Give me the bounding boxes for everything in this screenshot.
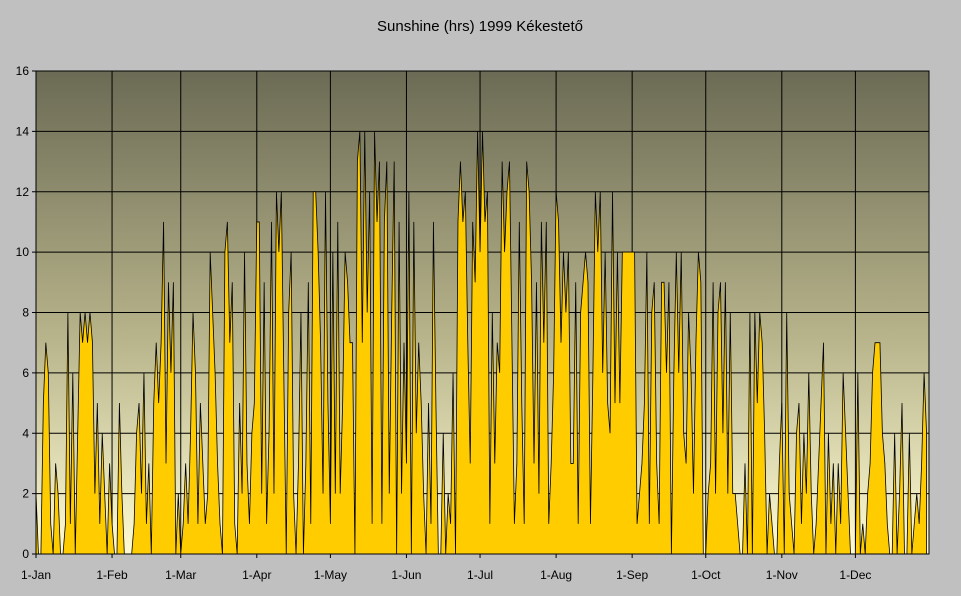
- y-axis: 0 2 4 6 8 10 12 14 16: [16, 64, 36, 561]
- y-tick-label: 8: [22, 306, 29, 320]
- y-tick-label: 12: [16, 185, 30, 199]
- x-tick-label: 1-Apr: [242, 568, 271, 582]
- x-tick-label: 1-Feb: [96, 568, 128, 582]
- x-axis: 1-Jan 1-Feb 1-Mar 1-Apr 1-May 1-Jun 1-Jul 1-Aug…: [21, 554, 871, 582]
- y-tick-label: 4: [22, 426, 29, 440]
- x-tick-label: 1-May: [314, 568, 347, 582]
- y-tick-label: 6: [22, 366, 29, 380]
- x-tick-label: 1-Jul: [467, 568, 493, 582]
- x-tick-label: 1-Oct: [691, 568, 721, 582]
- x-tick-label: 1-Dec: [839, 568, 871, 582]
- chart-title: Sunshine (hrs) 1999 Kékestető: [377, 18, 583, 35]
- x-tick-label: 1-Jun: [391, 568, 421, 582]
- y-tick-label: 0: [22, 547, 29, 561]
- y-tick-label: 10: [16, 245, 30, 259]
- y-tick-label: 14: [16, 124, 30, 138]
- series-area-sunshine: [35, 131, 927, 555]
- x-tick-label: 1-Sep: [616, 568, 648, 582]
- x-tick-label: 1-Jan: [21, 568, 51, 582]
- x-tick-label: 1-Mar: [165, 568, 196, 582]
- x-tick-label: 1-Nov: [766, 568, 798, 582]
- y-tick-label: 16: [16, 64, 30, 78]
- y-tick-label: 2: [22, 487, 29, 501]
- x-tick-label: 1-Aug: [540, 568, 572, 582]
- series-layer: [35, 131, 927, 555]
